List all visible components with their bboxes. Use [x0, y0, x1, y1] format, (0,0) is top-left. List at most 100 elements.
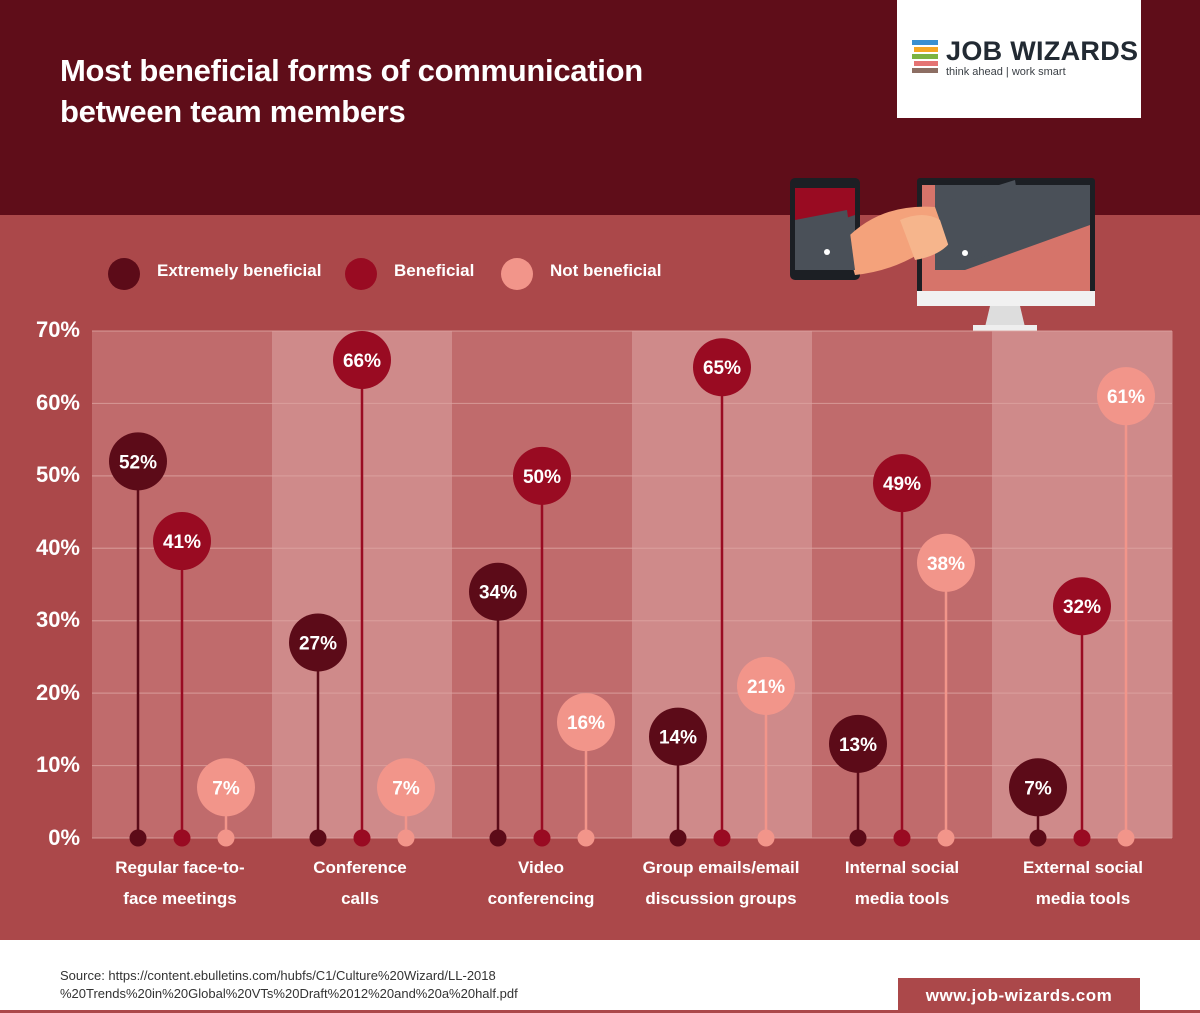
lollipop-base-dot [849, 829, 867, 847]
footer-rule [0, 1010, 1200, 1013]
lollipop-base-dot [1073, 829, 1091, 847]
lollipop-base-dot [129, 829, 147, 847]
legend-dot-extremely [108, 258, 140, 290]
data-label: 66% [343, 351, 381, 372]
data-label: 65% [703, 358, 741, 379]
lollipop-head [649, 707, 707, 766]
lollipop-base-dot [937, 829, 955, 847]
lollipop-base-dot [533, 829, 551, 847]
lollipop-base-dot [713, 829, 731, 847]
lollipop-head [917, 533, 975, 592]
category-label-line: Internal social [844, 858, 960, 877]
website-link[interactable]: www.job-wizards.com [898, 978, 1140, 1013]
chart-title: Most beneficial forms of communication b… [60, 50, 700, 132]
data-label: 41% [163, 532, 201, 553]
lollipop-base-dot [1029, 829, 1047, 847]
data-label: 50% [523, 467, 561, 488]
logo-name: JOB WIZARDS [946, 36, 1139, 66]
lollipop-base-dot [577, 829, 595, 847]
lollipop-head [1009, 758, 1067, 817]
category-label-line: Video [518, 858, 564, 877]
lollipop-head [197, 758, 255, 817]
lollipop-base-dot [309, 829, 327, 847]
legend-label-extremely: Extremely beneficial [157, 261, 322, 280]
source-line-2: %20Trends%20in%20Global%20VTs%20Draft%20… [60, 986, 518, 1001]
lollipop-head [873, 454, 931, 513]
lollipop-base-dot [217, 829, 235, 847]
y-tick-label: 20% [35, 680, 80, 705]
lollipop-head [109, 432, 167, 491]
category-label-line: Group emails/email [642, 858, 800, 877]
data-label: 49% [883, 474, 921, 495]
book-stack-icon [912, 40, 938, 73]
data-label: 27% [299, 633, 337, 654]
legend-label-beneficial: Beneficial [394, 261, 475, 280]
logo: JOB WIZARDS think ahead | work smart [897, 0, 1141, 118]
lollipop-head [829, 714, 887, 773]
lollipop-head [333, 330, 391, 389]
logo-tagline: think ahead | work smart [946, 66, 1066, 78]
legend-dot-not [501, 258, 533, 290]
lollipop-base-dot [757, 829, 775, 847]
category-label: External social media tools [993, 852, 1173, 914]
lollipop-head [377, 758, 435, 817]
category-label: Video conferencing [451, 852, 631, 914]
y-tick-label: 10% [35, 752, 80, 777]
y-tick-label: 40% [35, 535, 80, 560]
data-label: 52% [119, 452, 157, 473]
lollipop-head [469, 562, 527, 621]
category-label-line: conferencing [487, 889, 595, 908]
category-label-line: Conference [313, 858, 407, 877]
source-line-1: Source: https://content.ebulletins.com/h… [60, 968, 496, 983]
data-label: 7% [1024, 778, 1052, 799]
lollipop-head [289, 613, 347, 672]
source-note: Source: https://content.ebulletins.com/h… [60, 967, 620, 1003]
category-label-line: External social [1022, 858, 1143, 877]
category-label-line: discussion groups [645, 889, 797, 908]
category-label-line: calls [341, 889, 379, 908]
lollipop-head [153, 512, 211, 571]
lollipop-head [737, 656, 795, 715]
category-label: Internal social media tools [812, 852, 992, 914]
lollipop-base-dot [397, 829, 415, 847]
data-label: 14% [659, 728, 697, 749]
data-label: 7% [392, 778, 420, 799]
lollipop-base-dot [489, 829, 507, 847]
category-label: Group emails/email discussion groups [631, 852, 811, 914]
data-label: 16% [567, 713, 605, 734]
lollipop-base-dot [1117, 829, 1135, 847]
data-label: 32% [1063, 597, 1101, 618]
lollipop-base-dot [893, 829, 911, 847]
lollipop-head [557, 693, 615, 752]
lollipop-base-dot [669, 829, 687, 847]
data-label: 21% [747, 677, 785, 698]
lollipop-head [1053, 577, 1111, 636]
legend-label-not: Not beneficial [550, 261, 662, 280]
category-label-line: face meetings [123, 889, 237, 908]
legend-dot-beneficial [345, 258, 377, 290]
data-label: 7% [212, 778, 240, 799]
lollipop-base-dot [173, 829, 191, 847]
data-label: 38% [927, 554, 965, 575]
title-line-1: Most beneficial forms of communication [60, 53, 643, 88]
lollipop-base-dot [353, 829, 371, 847]
category-label: Conference calls [270, 852, 450, 914]
y-tick-label: 50% [35, 462, 80, 487]
y-tick-label: 70% [35, 317, 80, 342]
category-label-line: media tools [854, 889, 950, 908]
data-label: 61% [1107, 387, 1145, 408]
data-label: 13% [839, 735, 877, 756]
lollipop-head [513, 446, 571, 505]
lollipop-head [1097, 367, 1155, 426]
category-label: Regular face-to- face meetings [90, 852, 270, 914]
category-label-line: media tools [1035, 889, 1131, 908]
handshake-illustration [790, 178, 1095, 331]
title-line-2: between team members [60, 94, 406, 129]
y-tick-label: 60% [35, 390, 80, 415]
y-tick-label: 30% [35, 607, 80, 632]
data-label: 34% [479, 583, 517, 604]
category-label-line: Regular face-to- [115, 858, 245, 877]
lollipop-head [693, 338, 751, 397]
y-tick-label: 0% [48, 825, 80, 850]
